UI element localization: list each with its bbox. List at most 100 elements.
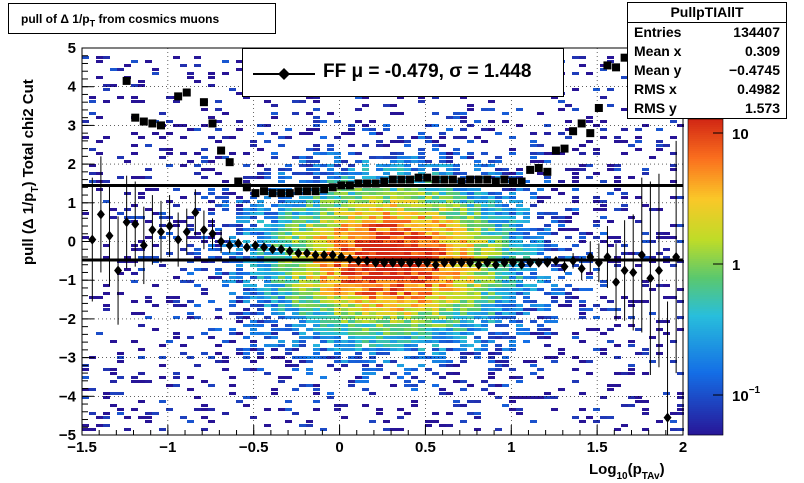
heatmap-cell: [355, 228, 362, 231]
heatmap-cell: [250, 296, 257, 299]
heatmap-cell: [292, 256, 299, 259]
heatmap-cell: [572, 172, 579, 175]
heatmap-cell: [250, 224, 257, 227]
heatmap-cell: [271, 156, 278, 159]
heatmap-cell: [264, 372, 271, 375]
heatmap-cell: [509, 172, 516, 175]
heatmap-cell: [313, 304, 320, 307]
heatmap-cell: [264, 264, 271, 267]
heatmap-cell: [509, 320, 516, 323]
heatmap-cell: [404, 160, 411, 163]
heatmap-cell: [313, 268, 320, 271]
heatmap-cell: [593, 172, 600, 175]
color-scale-band: [688, 217, 723, 220]
heatmap-cell: [474, 400, 481, 403]
heatmap-cell: [320, 296, 327, 299]
heatmap-cell: [439, 228, 446, 231]
heatmap-cell: [642, 372, 649, 375]
heatmap-cell: [467, 212, 474, 215]
heatmap-cell: [481, 348, 488, 351]
heatmap-cell: [285, 240, 292, 243]
heatmap-cell: [460, 156, 467, 159]
heatmap-cell: [411, 272, 418, 275]
heatmap-cell: [418, 324, 425, 327]
heatmap-cell: [327, 328, 334, 331]
heatmap-cell: [236, 120, 243, 123]
heatmap-cell: [593, 348, 600, 351]
heatmap-cell: [516, 324, 523, 327]
heatmap-cell: [194, 208, 201, 211]
heatmap-cell: [278, 220, 285, 223]
heatmap-cell: [383, 344, 390, 347]
color-scale-band: [688, 387, 723, 390]
heatmap-cell: [222, 412, 229, 415]
heatmap-cell: [418, 316, 425, 319]
heatmap-cell: [131, 312, 138, 315]
heatmap-cell: [544, 248, 551, 251]
x-axis: −1.5 −1 −0.5 0 0.5 1 1.5 2: [67, 425, 687, 456]
heatmap-cell: [306, 236, 313, 239]
heatmap-cell: [306, 312, 313, 315]
heatmap-cell: [348, 208, 355, 211]
heatmap-cell: [264, 288, 271, 291]
heatmap-cell: [131, 84, 138, 87]
heatmap-cell: [299, 316, 306, 319]
heatmap-cell: [348, 220, 355, 223]
heatmap-cell: [635, 264, 642, 267]
heatmap-cell: [411, 224, 418, 227]
heatmap-cell: [215, 108, 222, 111]
color-scale-band: [688, 431, 723, 434]
heatmap-cell: [320, 240, 327, 243]
heatmap-cell: [572, 368, 579, 371]
heatmap-cell: [460, 176, 467, 179]
mean-point: [500, 257, 509, 268]
heatmap-cell: [446, 172, 453, 175]
heatmap-cell: [397, 152, 404, 155]
heatmap-cell: [327, 312, 334, 315]
heatmap-cell: [523, 268, 530, 271]
heatmap-cell: [621, 140, 628, 143]
heatmap-cell: [208, 248, 215, 251]
heatmap-cell: [460, 112, 467, 115]
heatmap-cell: [355, 320, 362, 323]
heatmap-cell: [292, 112, 299, 115]
heatmap-cell: [320, 204, 327, 207]
sigma-point: [423, 173, 432, 182]
heatmap-cell: [327, 288, 334, 291]
heatmap-cell: [404, 248, 411, 251]
heatmap-cell: [355, 360, 362, 363]
heatmap-cell: [593, 408, 600, 411]
heatmap-cell: [530, 372, 537, 375]
heatmap-cell: [278, 228, 285, 231]
heatmap-cell: [460, 264, 467, 267]
sigma-point: [371, 179, 380, 188]
heatmap-cell: [362, 252, 369, 255]
heatmap-cell: [488, 264, 495, 267]
heatmap-cell: [670, 152, 677, 155]
heatmap-cell: [264, 316, 271, 319]
heatmap-cell: [334, 244, 341, 247]
heatmap-cell: [397, 208, 404, 211]
heatmap-cell: [383, 268, 390, 271]
heatmap-cell: [348, 316, 355, 319]
color-scale-band: [688, 235, 723, 238]
heatmap-cell: [600, 204, 607, 207]
heatmap-cell: [348, 308, 355, 311]
heatmap-cell: [390, 192, 397, 195]
heatmap-cell: [439, 244, 446, 247]
heatmap-cell: [495, 384, 502, 387]
heatmap-cell: [383, 280, 390, 283]
color-scale-band: [688, 197, 723, 200]
heatmap-cell: [187, 224, 194, 227]
heatmap-cell: [572, 168, 579, 171]
heatmap-cell: [334, 204, 341, 207]
heatmap-cell: [488, 172, 495, 175]
heatmap-cell: [313, 336, 320, 339]
heatmap-cell: [460, 220, 467, 223]
heatmap-cell: [264, 212, 271, 215]
heatmap-cell: [292, 324, 299, 327]
heatmap-cell: [488, 176, 495, 179]
heatmap-cell: [432, 280, 439, 283]
heatmap-cell: [306, 280, 313, 283]
heatmap-cell: [663, 320, 670, 323]
